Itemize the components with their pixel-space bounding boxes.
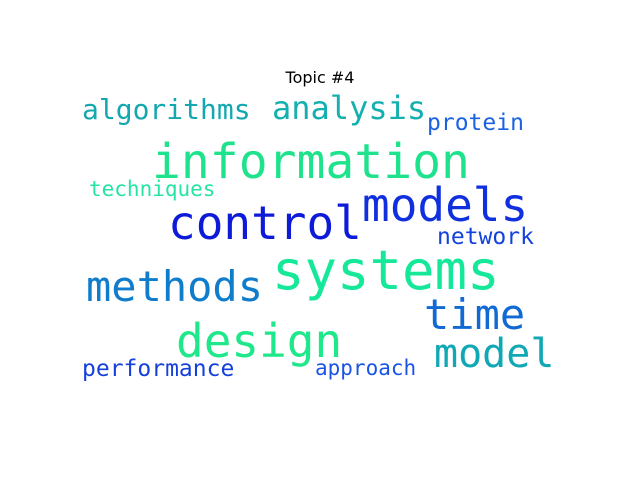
- word-methods: methods: [86, 262, 264, 311]
- word-systems: systems: [272, 239, 500, 302]
- word-performance: performance: [82, 356, 235, 382]
- word-information: information: [152, 134, 470, 190]
- word-model: model: [434, 331, 555, 377]
- word-approach: approach: [315, 356, 417, 380]
- figure-title: Topic #4: [285, 68, 355, 87]
- word-protein: protein: [427, 110, 524, 136]
- word-models: models: [362, 178, 529, 232]
- word-analysis: analysis: [272, 89, 427, 127]
- word-techniques: techniques: [89, 177, 216, 201]
- word-control: control: [168, 196, 362, 250]
- word-time: time: [424, 290, 526, 339]
- word-algorithms: algorithms: [82, 93, 251, 126]
- word-design: design: [176, 314, 343, 368]
- word-network: network: [437, 224, 534, 250]
